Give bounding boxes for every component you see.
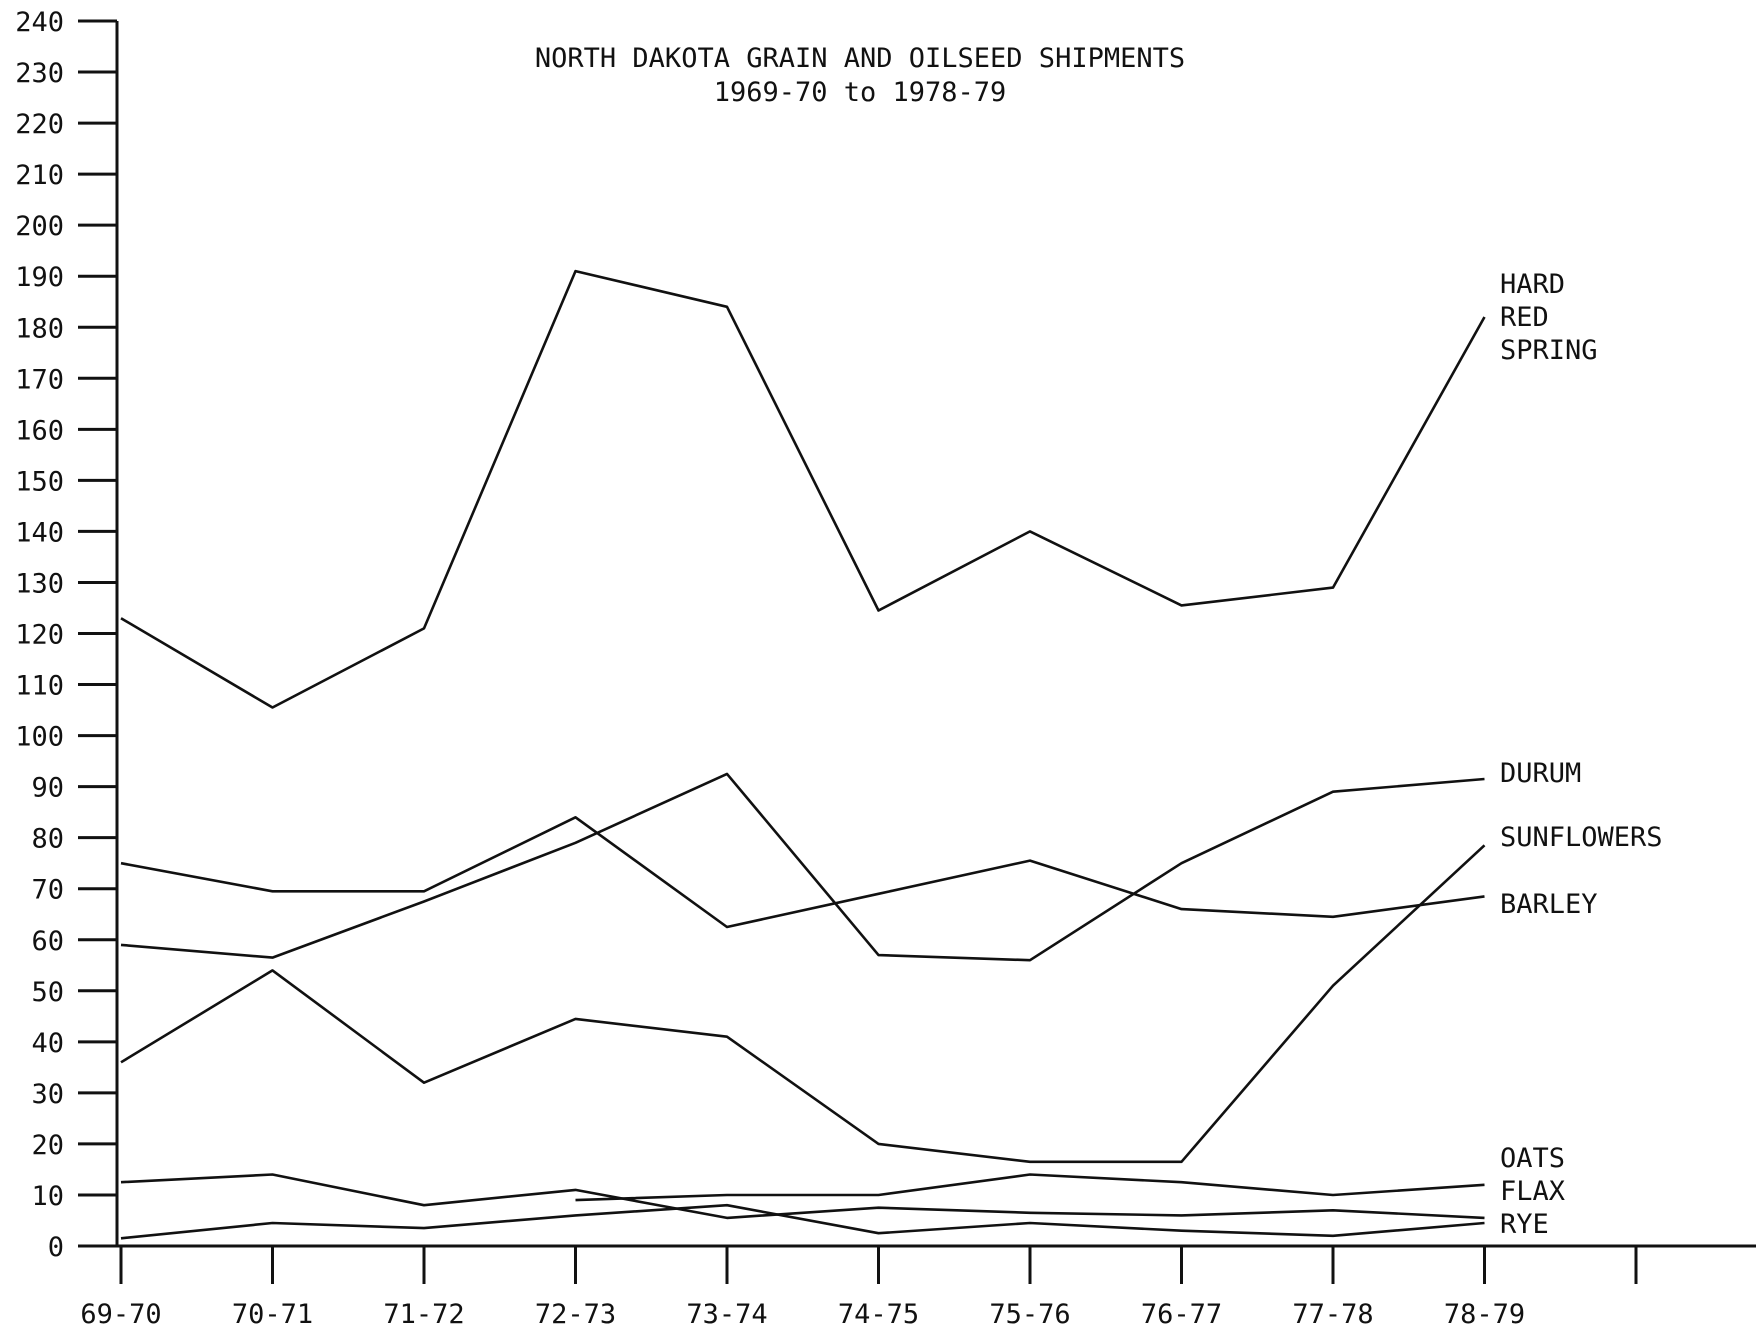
y-tick-label: 190 (15, 262, 64, 293)
x-tick-label: 78-79 (1444, 1299, 1525, 1330)
y-tick-label: 240 (15, 7, 64, 38)
series-line-rye (120, 1203, 1485, 1240)
y-tick-label: 80 (31, 824, 64, 855)
y-tick-label: 20 (31, 1130, 64, 1161)
y-tick-label: 210 (15, 160, 64, 191)
y-tick-label: 220 (15, 109, 64, 140)
y-tick-label: 230 (15, 58, 64, 89)
series-label-hard-red-spring: RED (1500, 302, 1549, 333)
series-label-durum: DURUM (1500, 758, 1581, 789)
series-label-flax: FLAX (1500, 1176, 1565, 1207)
y-tick-label: 180 (15, 313, 64, 344)
y-tick-label: 160 (15, 415, 64, 446)
series-label-barley: BARLEY (1500, 889, 1598, 920)
y-tick-label: 120 (15, 620, 64, 651)
y-tick-label: 100 (15, 722, 64, 753)
y-tick-label: 30 (31, 1079, 64, 1110)
y-tick-label: 90 (31, 773, 64, 804)
y-tick-label: 40 (31, 1028, 64, 1059)
y-tick-label: 70 (31, 875, 64, 906)
series-label-oats: OATS (1500, 1143, 1565, 1174)
x-tick-label: 69-70 (80, 1299, 161, 1330)
x-tick-label: 72-73 (535, 1299, 616, 1330)
series-line-barley (120, 816, 1485, 929)
x-tick-label: 71-72 (383, 1299, 464, 1330)
series-line-oats (120, 1173, 1485, 1220)
y-tick-label: 60 (31, 926, 64, 957)
y-tick-label: 150 (15, 466, 64, 497)
series-label-hard-red-spring: SPRING (1500, 335, 1598, 366)
series-line-sunflowers (120, 844, 1486, 1164)
y-tick-label: 170 (15, 364, 64, 395)
x-tick-label: 77-78 (1292, 1299, 1373, 1330)
x-tick-label: 70-71 (232, 1299, 313, 1330)
y-tick-label: 0 (48, 1232, 64, 1263)
y-tick-label: 50 (31, 977, 64, 1008)
chart-title: NORTH DAKOTA GRAIN AND OILSEED SHIPMENTS (535, 43, 1185, 74)
x-tick-label: 74-75 (838, 1299, 919, 1330)
y-tick-label: 10 (31, 1181, 64, 1212)
series-lines (120, 269, 1486, 1240)
series-label-rye: RYE (1500, 1209, 1549, 1240)
axes: 0 10 20 30 40 50 60 70 80 90 100 110 120 130 140 150 160… (15, 7, 1756, 1330)
series-line-hard-red-spring (120, 269, 1486, 709)
series-line-durum (120, 772, 1485, 962)
chart-subtitle: 1969-70 to 1978-79 (714, 77, 1007, 108)
y-tick-label: 140 (15, 517, 64, 548)
series-label-sunflowers: SUNFLOWERS (1500, 822, 1663, 853)
series-label-hard-red-spring: HARD (1500, 269, 1565, 300)
x-tick-label: 75-76 (989, 1299, 1070, 1330)
x-tick-label: 76-77 (1141, 1299, 1222, 1330)
y-tick-label: 130 (15, 568, 64, 599)
y-tick-label: 110 (15, 671, 64, 702)
y-tick-label: 200 (15, 211, 64, 242)
x-tick-label: 73-74 (686, 1299, 767, 1330)
series-line-flax (575, 1173, 1485, 1202)
